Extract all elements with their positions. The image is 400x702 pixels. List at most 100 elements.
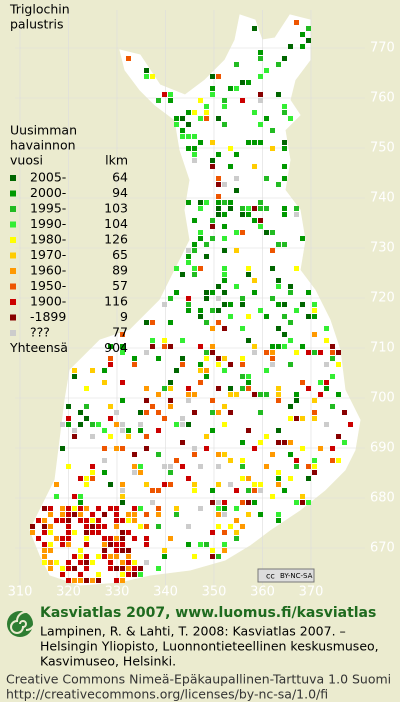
observation-square <box>108 542 113 547</box>
observation-square <box>114 542 119 547</box>
observation-square <box>102 554 107 559</box>
observation-square <box>210 548 215 553</box>
observation-square <box>72 434 77 439</box>
observation-square <box>276 62 281 67</box>
observation-square <box>42 554 47 559</box>
observation-square <box>312 458 317 463</box>
observation-square <box>84 536 89 541</box>
observation-square <box>72 578 77 583</box>
observation-square <box>312 410 317 415</box>
legend-count: 126 <box>104 232 128 247</box>
observation-square <box>216 194 221 199</box>
observation-square <box>126 566 131 571</box>
observation-square <box>168 404 173 409</box>
observation-square <box>102 446 107 451</box>
observation-square <box>222 452 227 457</box>
observation-square <box>120 566 125 571</box>
observation-square <box>246 512 251 517</box>
observation-square <box>240 206 245 211</box>
observation-square <box>120 398 125 403</box>
observation-square <box>120 428 125 433</box>
observation-square <box>126 428 131 433</box>
observation-square <box>84 530 89 535</box>
observation-square <box>138 410 143 415</box>
observation-square <box>234 230 239 235</box>
observation-square <box>252 218 257 223</box>
observation-square <box>66 506 71 511</box>
footer-heading: Kasviatlas 2007, www.luomus.fi/kasviatla… <box>40 605 376 621</box>
observation-square <box>258 512 263 517</box>
observation-square <box>318 380 323 385</box>
observation-square <box>126 554 131 559</box>
observation-square <box>294 266 299 271</box>
observation-square <box>48 524 53 529</box>
observation-square <box>192 392 197 397</box>
observation-square <box>144 74 149 79</box>
observation-square <box>294 20 299 25</box>
observation-square <box>222 326 227 331</box>
observation-square <box>144 524 149 529</box>
observation-square <box>90 422 95 427</box>
observation-square <box>90 524 95 529</box>
observation-square <box>282 440 287 445</box>
y-grid-label: 670 <box>370 541 395 556</box>
observation-square <box>270 230 275 235</box>
observation-square <box>114 548 119 553</box>
observation-square <box>192 146 197 151</box>
observation-square <box>276 92 281 97</box>
observation-square <box>192 488 197 493</box>
observation-square <box>276 242 281 247</box>
observation-square <box>252 488 257 493</box>
observation-square <box>246 374 251 379</box>
observation-square <box>246 314 251 319</box>
observation-square <box>90 464 95 469</box>
observation-square <box>210 428 215 433</box>
observation-square <box>72 512 77 517</box>
observation-square <box>198 140 203 145</box>
legend-count: 65 <box>112 247 128 262</box>
observation-square <box>258 224 263 229</box>
observation-square <box>72 506 77 511</box>
observation-square <box>234 488 239 493</box>
observation-square <box>102 470 107 475</box>
observation-square <box>216 410 221 415</box>
observation-square <box>78 494 83 499</box>
observation-square <box>264 434 269 439</box>
observation-square <box>72 530 77 535</box>
logo <box>7 611 36 637</box>
observation-square <box>264 116 269 121</box>
observation-square <box>84 386 89 391</box>
observation-square <box>84 524 89 529</box>
observation-square <box>270 146 275 151</box>
observation-square <box>150 500 155 505</box>
observation-square <box>42 524 47 529</box>
observation-square <box>198 380 203 385</box>
observation-square <box>282 140 287 145</box>
observation-square <box>210 344 215 349</box>
observation-square <box>336 434 341 439</box>
observation-square <box>210 140 215 145</box>
observation-square <box>144 398 149 403</box>
observation-square <box>138 506 143 511</box>
observation-square <box>120 494 125 499</box>
observation-square <box>216 500 221 505</box>
observation-square <box>168 92 173 97</box>
observation-square <box>48 566 53 571</box>
observation-square <box>72 494 77 499</box>
observation-square <box>144 434 149 439</box>
observation-square <box>276 302 281 307</box>
legend-title: havainnon <box>10 138 76 153</box>
observation-square <box>246 266 251 271</box>
observation-square <box>138 428 143 433</box>
observation-square <box>222 368 227 373</box>
x-grid-label: 360 <box>250 585 275 600</box>
observation-square <box>204 320 209 325</box>
legend-label: -1899 <box>30 309 66 324</box>
observation-square <box>318 446 323 451</box>
observation-square <box>258 218 263 223</box>
observation-square <box>96 578 101 583</box>
legend-total-count: 904 <box>104 340 128 355</box>
observation-square <box>318 350 323 355</box>
observation-square <box>204 110 209 115</box>
observation-square <box>240 98 245 103</box>
